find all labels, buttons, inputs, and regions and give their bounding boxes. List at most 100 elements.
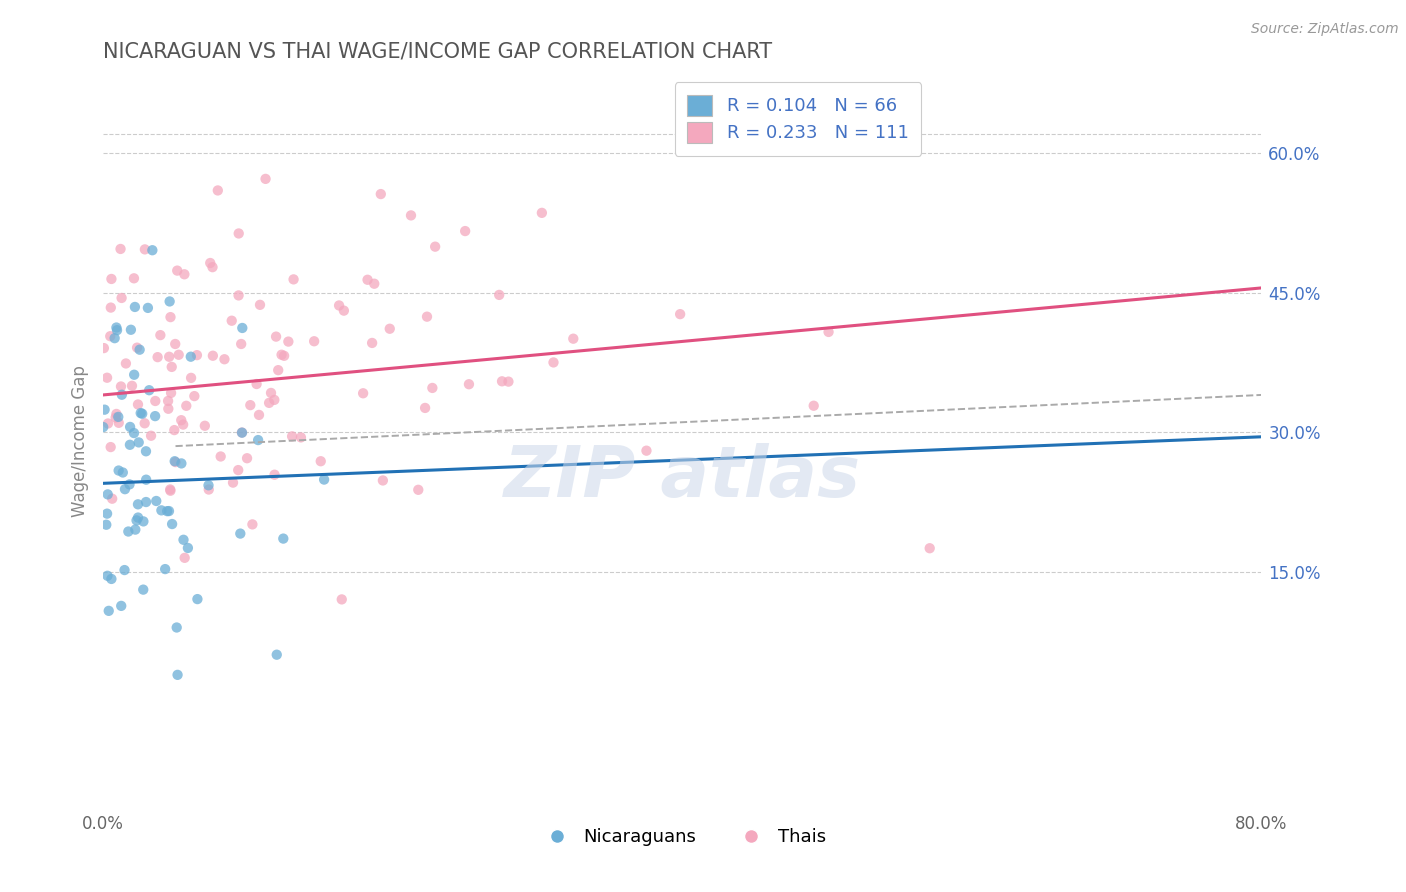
Point [266,648,288,662]
Point [153,562,176,576]
Point [125,341,148,355]
Point [247,408,270,422]
Point [183,389,205,403]
Point [242,517,264,532]
Point [257,396,280,410]
Point [246,377,269,392]
Point [128,343,150,357]
Point [117,524,139,539]
Point [111,466,134,480]
Point [157,504,180,518]
Point [145,494,167,508]
Point [270,348,292,362]
Point [138,383,160,397]
Point [160,516,183,531]
Point [122,368,145,382]
Point [423,240,446,254]
Point [236,451,259,466]
Point [143,394,166,409]
Point [239,398,262,412]
Point [231,321,253,335]
Point [132,582,155,597]
Point [159,310,181,325]
Point [157,393,180,408]
Point [115,356,138,370]
Point [110,599,132,613]
Point [530,206,553,220]
Point [458,377,481,392]
Point [562,332,585,346]
Point [221,314,243,328]
Point [273,349,295,363]
Point [636,443,658,458]
Point [136,301,159,315]
Point [110,291,132,305]
Point [231,425,253,440]
Point [105,323,128,337]
Point [363,277,385,291]
Point [201,349,224,363]
Point [97,417,120,431]
Point [201,260,224,275]
Point [163,423,186,437]
Point [143,409,166,424]
Point [104,331,127,345]
Point [249,298,271,312]
Point [166,620,188,634]
Point [107,464,129,478]
Point [96,370,118,384]
Point [146,350,169,364]
Point [173,550,195,565]
Point [214,352,236,367]
Point [413,401,436,415]
Point [159,483,181,498]
Point [170,457,193,471]
Point [105,407,128,421]
Point [263,467,285,482]
Point [361,335,384,350]
Point [118,438,141,452]
Point [172,417,194,432]
Point [134,417,156,431]
Point [127,397,149,411]
Point [281,429,304,443]
Point [159,294,181,309]
Point [110,379,132,393]
Point [263,392,285,407]
Point [159,483,181,497]
Point [100,440,122,454]
Point [134,243,156,257]
Point [352,386,374,401]
Point [277,334,299,349]
Point [491,374,513,388]
Point [166,263,188,277]
Point [209,450,232,464]
Point [156,504,179,518]
Point [918,541,941,556]
Point [254,172,277,186]
Point [122,425,145,440]
Point [121,379,143,393]
Point [290,430,312,444]
Point [328,298,350,312]
Point [454,224,477,238]
Point [260,386,283,401]
Point [98,329,121,343]
Point [226,463,249,477]
Point [378,322,401,336]
Point [97,604,120,618]
Point [408,483,430,497]
Point [114,482,136,496]
Point [122,271,145,285]
Point [100,301,122,315]
Point [139,429,162,443]
Point [488,288,510,302]
Point [222,475,245,490]
Point [149,328,172,343]
Point [124,300,146,314]
Point [96,568,118,582]
Point [197,483,219,497]
Point [93,341,115,355]
Point [803,399,825,413]
Point [247,433,270,447]
